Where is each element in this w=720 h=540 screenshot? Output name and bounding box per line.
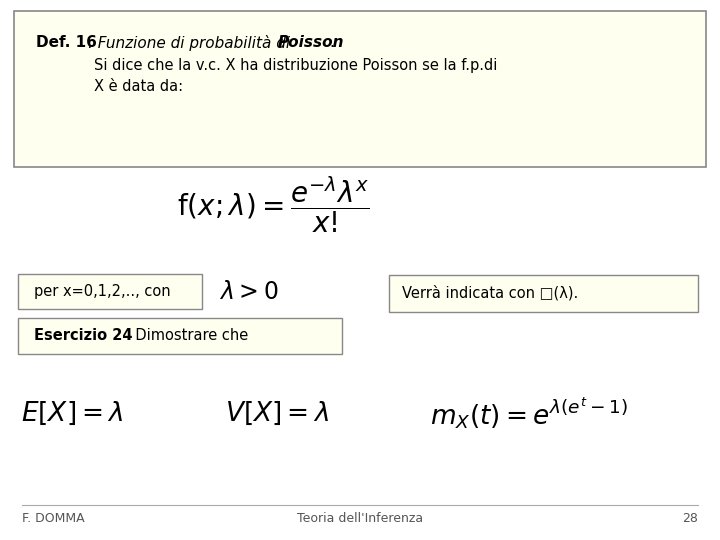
Text: Poisson: Poisson xyxy=(277,35,343,50)
Text: Teoria dell'Inferenza: Teoria dell'Inferenza xyxy=(297,512,423,525)
Text: Def. 16: Def. 16 xyxy=(36,35,97,50)
FancyBboxPatch shape xyxy=(18,274,202,309)
Text: $V[X] = \lambda$: $V[X] = \lambda$ xyxy=(225,400,329,427)
Text: $m_X(t) = e^{\lambda(e^t-1)}$: $m_X(t) = e^{\lambda(e^t-1)}$ xyxy=(431,395,628,431)
FancyBboxPatch shape xyxy=(14,11,706,167)
Text: F. DOMMA: F. DOMMA xyxy=(22,512,84,525)
Text: Esercizio 24: Esercizio 24 xyxy=(34,328,132,343)
FancyBboxPatch shape xyxy=(18,318,342,354)
Text: . Dimostrare che: . Dimostrare che xyxy=(126,328,248,343)
Text: . Funzione di probabilità di: . Funzione di probabilità di xyxy=(88,35,295,51)
Text: Si dice che la v.c. X ha distribuzione Poisson se la f.p.di: Si dice che la v.c. X ha distribuzione P… xyxy=(94,58,497,73)
Text: $E[X] = \lambda$: $E[X] = \lambda$ xyxy=(21,400,123,427)
Text: Verrà indicata con □(λ).: Verrà indicata con □(λ). xyxy=(402,286,578,301)
FancyBboxPatch shape xyxy=(389,275,698,312)
Text: X è data da:: X è data da: xyxy=(94,79,183,94)
Text: per x=0,1,2,.., con: per x=0,1,2,.., con xyxy=(34,284,171,299)
Text: 28: 28 xyxy=(683,512,698,525)
Text: .: . xyxy=(329,35,334,50)
Text: $\mathrm{f}(x;\lambda) = \dfrac{e^{-\lambda}\lambda^{x}}{x!}$: $\mathrm{f}(x;\lambda) = \dfrac{e^{-\lam… xyxy=(177,175,370,235)
Text: $\lambda > 0$: $\lambda > 0$ xyxy=(219,280,278,303)
